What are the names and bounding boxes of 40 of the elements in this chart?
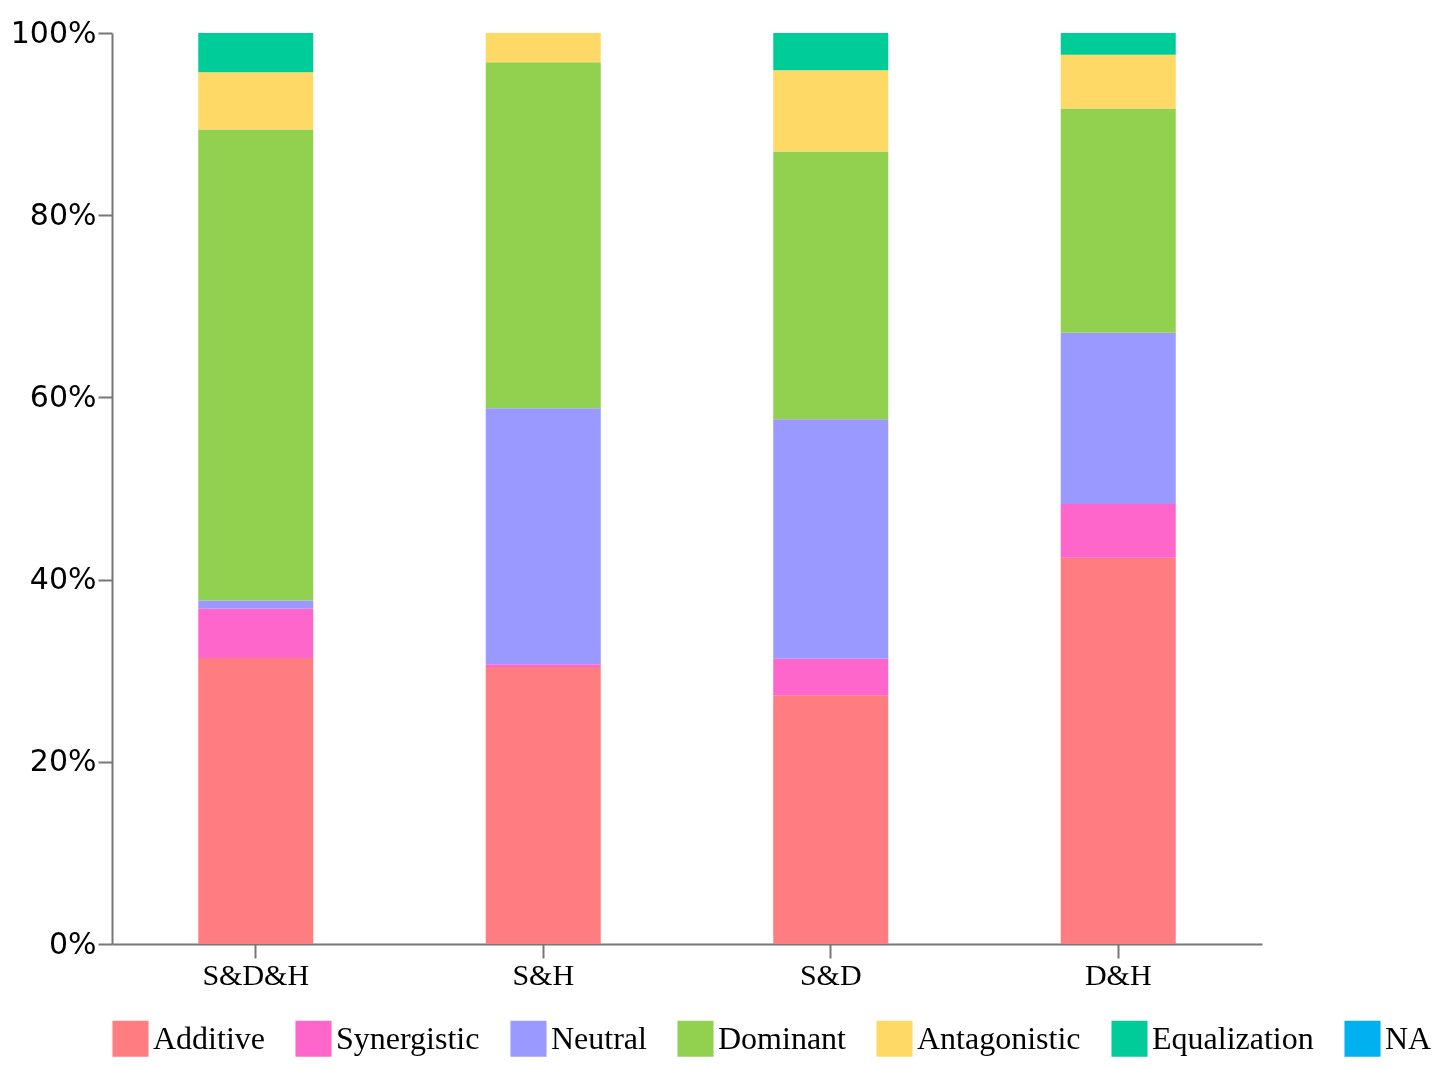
legend-label: Dominant bbox=[718, 1019, 847, 1056]
legend-label: NA bbox=[1385, 1019, 1432, 1056]
bar bbox=[773, 695, 889, 944]
bar bbox=[198, 657, 314, 944]
x-tick-label: D&H bbox=[1084, 957, 1152, 991]
bar bbox=[485, 62, 601, 409]
legend-label: Antagonistic bbox=[917, 1019, 1081, 1056]
bar bbox=[1060, 54, 1176, 109]
legend-label: Synergistic bbox=[336, 1019, 480, 1056]
bar bbox=[198, 72, 314, 130]
bar bbox=[198, 608, 314, 658]
bar bbox=[773, 33, 889, 71]
y-tick-label: 60% bbox=[29, 378, 97, 414]
bar bbox=[1060, 33, 1176, 55]
bar bbox=[773, 658, 889, 696]
y-tick-label: 40% bbox=[29, 561, 97, 597]
y-tick-label: 80% bbox=[29, 196, 97, 232]
x-tick-label: S&H bbox=[512, 957, 575, 991]
bar bbox=[1060, 503, 1176, 558]
bar bbox=[198, 600, 314, 609]
bar bbox=[1060, 557, 1176, 944]
legend-label: Equalization bbox=[1152, 1019, 1314, 1056]
bar bbox=[485, 667, 601, 944]
y-tick-label: 100% bbox=[10, 14, 97, 50]
legend-label: Neutral bbox=[551, 1019, 648, 1056]
bar bbox=[773, 70, 889, 152]
bar bbox=[773, 151, 889, 420]
y-tick-label: 0% bbox=[48, 925, 97, 961]
bar bbox=[1060, 108, 1176, 333]
x-tick-label: S&D&H bbox=[202, 957, 310, 991]
bar bbox=[198, 129, 314, 601]
legend-label: Additive bbox=[153, 1019, 265, 1056]
bar bbox=[485, 664, 601, 668]
bar bbox=[485, 33, 601, 63]
y-tick-label: 20% bbox=[29, 743, 97, 779]
x-tick-label: S&D bbox=[799, 957, 862, 991]
bar bbox=[773, 419, 889, 659]
bar bbox=[1060, 332, 1176, 504]
bar bbox=[198, 33, 314, 73]
bar bbox=[485, 408, 601, 665]
